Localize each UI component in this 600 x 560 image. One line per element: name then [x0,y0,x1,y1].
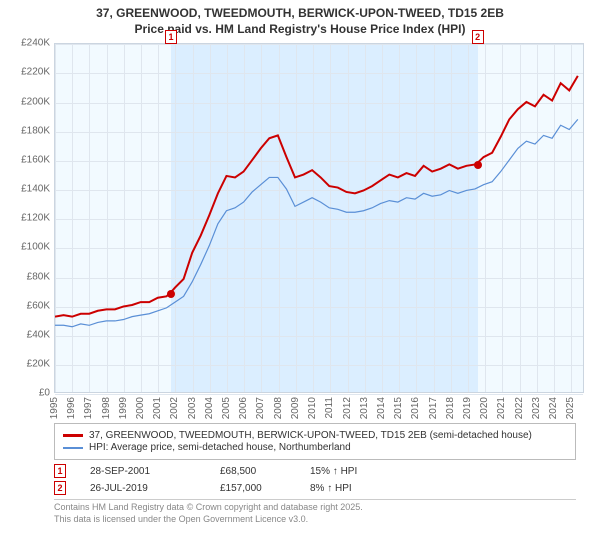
legend-row: HPI: Average price, semi-detached house,… [63,442,567,453]
y-tick-label: £180K [21,125,50,136]
sale-price: £68,500 [220,466,310,477]
footer: Contains HM Land Registry data © Crown c… [54,502,576,525]
chart-container: 37, GREENWOOD, TWEEDMOUTH, BERWICK-UPON-… [0,0,600,560]
legend: 37, GREENWOOD, TWEEDMOUTH, BERWICK-UPON-… [54,423,576,460]
y-tick-label: £80K [27,271,50,282]
y-tick-label: £140K [21,184,50,195]
sale-num-box: 1 [54,464,66,478]
x-tick-label: 2008 [273,397,284,419]
x-tick-label: 2000 [135,397,146,419]
x-tick-label: 2004 [204,397,215,419]
y-tick-label: £100K [21,242,50,253]
x-tick-label: 2010 [307,397,318,419]
x-tick-label: 1995 [49,397,60,419]
sale-row: 2 26-JUL-2019£157,0008% ↑ HPI [54,481,576,495]
sale-marker: 2 [472,30,484,44]
legend-label: HPI: Average price, semi-detached house,… [89,442,351,453]
x-tick-label: 2024 [548,397,559,419]
sale-hpi: 15% ↑ HPI [310,466,357,477]
y-tick-label: £240K [21,38,50,49]
sale-date: 28-SEP-2001 [90,466,220,477]
plot-area: 12 [54,43,584,393]
x-tick-label: 2015 [393,397,404,419]
x-tick-label: 2002 [169,397,180,419]
y-tick-label: £20K [27,359,50,370]
series-property [55,76,578,317]
legend-label: 37, GREENWOOD, TWEEDMOUTH, BERWICK-UPON-… [89,430,532,441]
x-tick-label: 2014 [376,397,387,419]
x-tick-label: 2021 [496,397,507,419]
x-tick-label: 2001 [152,397,163,419]
x-tick-label: 2020 [479,397,490,419]
legend-swatch [63,447,83,449]
sale-dot [474,161,482,169]
title-block: 37, GREENWOOD, TWEEDMOUTH, BERWICK-UPON-… [0,0,600,39]
y-tick-label: £200K [21,96,50,107]
x-tick-label: 2018 [445,397,456,419]
sale-hpi: 8% ↑ HPI [310,483,352,494]
x-tick-label: 2003 [187,397,198,419]
sale-row: 1 28-SEP-2001£68,50015% ↑ HPI [54,464,576,478]
y-tick-label: £160K [21,154,50,165]
x-tick-label: 2007 [255,397,266,419]
x-tick-label: 2012 [342,397,353,419]
x-tick-label: 1997 [83,397,94,419]
x-tick-label: 2025 [565,397,576,419]
x-tick-label: 1996 [66,397,77,419]
legend-swatch [63,434,83,437]
sales-table: 1 28-SEP-2001£68,50015% ↑ HPI 2 26-JUL-2019… [54,464,576,495]
sale-date: 26-JUL-2019 [90,483,220,494]
y-tick-label: £120K [21,213,50,224]
x-tick-label: 2013 [359,397,370,419]
x-tick-label: 2022 [514,397,525,419]
y-tick-label: £220K [21,67,50,78]
x-tick-label: 2023 [531,397,542,419]
footer-line-1: Contains HM Land Registry data © Crown c… [54,502,576,514]
footer-line-2: This data is licensed under the Open Gov… [54,514,576,526]
chart-area: £0£20K£40K£60K£80K£100K£120K£140K£160K£1… [20,39,590,419]
x-tick-label: 2009 [290,397,301,419]
sale-price: £157,000 [220,483,310,494]
title-line-1: 37, GREENWOOD, TWEEDMOUTH, BERWICK-UPON-… [0,6,600,22]
x-tick-label: 2019 [462,397,473,419]
sale-num-box: 2 [54,481,66,495]
sale-dot [167,290,175,298]
title-line-2: Price paid vs. HM Land Registry's House … [0,22,600,38]
legend-row: 37, GREENWOOD, TWEEDMOUTH, BERWICK-UPON-… [63,430,567,441]
x-tick-label: 2011 [324,397,335,419]
x-tick-label: 2006 [238,397,249,419]
series-hpi [55,120,578,327]
line-series-svg [55,44,583,392]
x-tick-label: 2017 [428,397,439,419]
x-tick-label: 2016 [410,397,421,419]
gridline-h [55,394,583,395]
x-tick-label: 1999 [118,397,129,419]
y-tick-label: £40K [27,329,50,340]
x-tick-label: 2005 [221,397,232,419]
y-tick-label: £60K [27,300,50,311]
divider [54,499,576,500]
x-tick-label: 1998 [101,397,112,419]
sale-marker: 1 [165,30,177,44]
